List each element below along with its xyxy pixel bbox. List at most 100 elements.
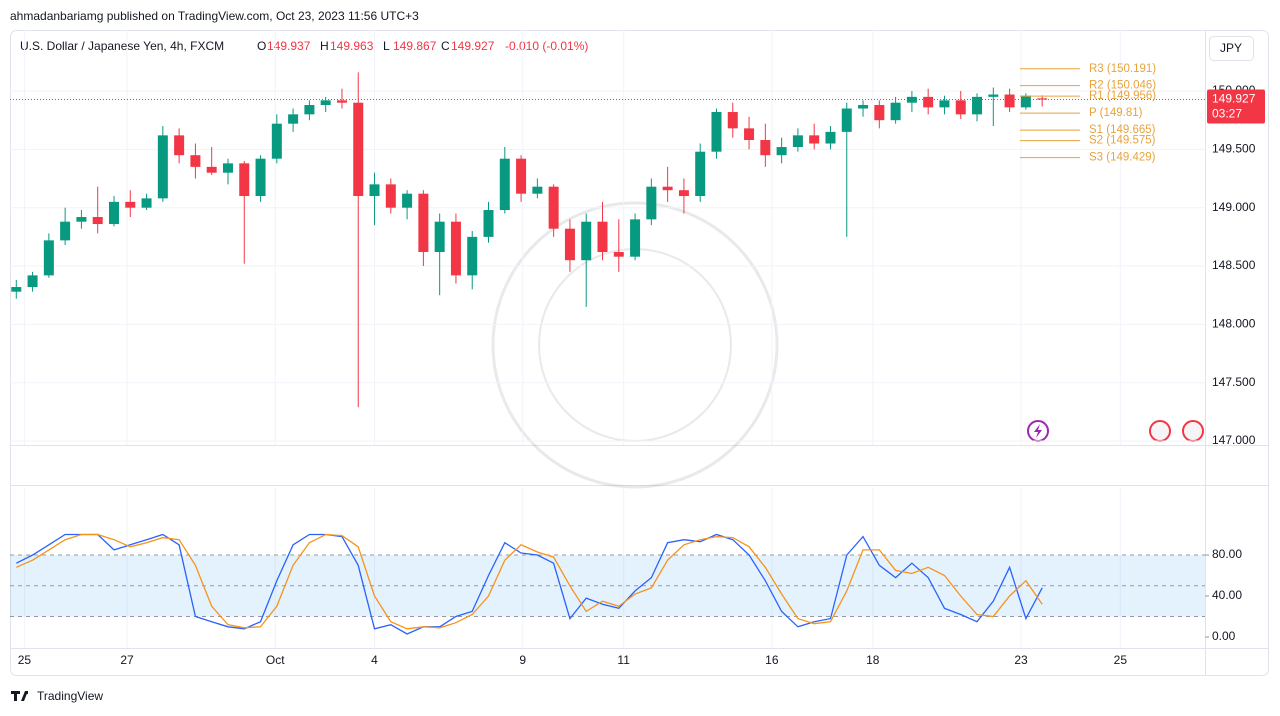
pivot-label: S2 (149.575): [1089, 135, 1156, 147]
candle-body: [581, 221, 592, 261]
x-tick-label: 27: [120, 653, 134, 667]
y-tick-label: 0.00: [1212, 629, 1236, 643]
legend-value: 149.937: [267, 39, 311, 53]
candle-body: [467, 236, 478, 276]
x-tick-label: 23: [1014, 653, 1028, 667]
chart-frame: [10, 30, 1269, 676]
candle-body: [157, 135, 168, 199]
candle-body: [841, 108, 852, 132]
candle-body: [206, 166, 217, 173]
candle-body: [548, 186, 559, 229]
candle-body: [499, 158, 510, 211]
oscillator-line: [16, 533, 1043, 635]
candle-body: [678, 190, 689, 197]
candle-body: [239, 163, 250, 197]
candle-body: [76, 217, 87, 222]
candle-body: [1020, 95, 1031, 108]
y-tick-label: 80.00: [1212, 547, 1242, 561]
candle-body: [939, 100, 950, 108]
pivot-label: S1 (149.665): [1089, 124, 1156, 136]
legend-change: -0.010 (-0.01%): [505, 39, 588, 53]
candle-body: [288, 114, 299, 124]
candle-body: [353, 102, 364, 197]
candle-body: [955, 100, 966, 115]
candle-body: [809, 135, 820, 144]
x-tick-label: 25: [18, 653, 32, 667]
candle-body: [760, 140, 771, 156]
candle-body: [336, 100, 347, 103]
candle-body: [906, 96, 917, 103]
legend-value: 149.927: [451, 39, 495, 53]
candle-body: [972, 96, 983, 115]
candle-body: [825, 131, 836, 144]
event-icon[interactable]: [1149, 420, 1171, 442]
candle-body: [1004, 94, 1015, 108]
candle-body: [60, 221, 71, 241]
countdown-label: 03:27: [1212, 107, 1242, 121]
pivot-label: S3 (149.429): [1089, 152, 1156, 164]
candle-body: [450, 221, 461, 276]
x-tick-label: 25: [1114, 653, 1128, 667]
candle-body: [190, 155, 201, 167]
candle-body: [711, 112, 722, 152]
candle-body: [597, 221, 608, 253]
candle-body: [125, 201, 136, 208]
candle-body: [532, 186, 543, 194]
footer-brand: TradingView: [37, 689, 103, 703]
currency-button[interactable]: [1209, 36, 1254, 61]
footer-logo: [11, 691, 28, 701]
y-tick-label: 148.000: [1212, 317, 1256, 331]
candle-body: [564, 228, 575, 261]
candle-body: [727, 112, 738, 129]
candle-body: [744, 128, 755, 141]
y-tick-label: 147.000: [1212, 433, 1256, 447]
pivot-label: R2 (150.046): [1089, 80, 1156, 92]
currency-label[interactable]: JPY: [1220, 41, 1242, 55]
event-icon-bolt: [1034, 424, 1042, 438]
candle-body: [613, 252, 624, 257]
candle-body: [874, 105, 885, 121]
candle-body: [108, 201, 119, 225]
y-tick-label: 149.000: [1212, 200, 1256, 214]
candle-body: [11, 287, 22, 292]
candle-body: [27, 275, 38, 288]
x-tick-label: 16: [765, 653, 779, 667]
y-tick-label: 40.00: [1212, 588, 1242, 602]
candle-body: [141, 198, 152, 208]
y-tick-label: 147.500: [1212, 375, 1256, 389]
pivot-label: R1 (149.956): [1089, 90, 1156, 102]
pivot-label: R3 (150.191): [1089, 63, 1156, 75]
legend-value: 149.867: [393, 39, 437, 53]
candle-body: [662, 186, 673, 191]
symbol-title: U.S. Dollar / Japanese Yen, 4h, FXCM: [20, 39, 224, 53]
x-tick-label: 9: [519, 653, 526, 667]
x-tick-label: 18: [866, 653, 880, 667]
candle-body: [304, 105, 315, 115]
pivot-label: P (149.81): [1089, 107, 1143, 119]
candle-body: [369, 184, 380, 197]
candle-body: [695, 151, 706, 197]
y-tick-label: 148.500: [1212, 258, 1256, 272]
event-icon[interactable]: [1182, 420, 1204, 442]
candle-body: [516, 158, 527, 194]
candle-body: [434, 221, 445, 253]
candle-body: [174, 135, 185, 156]
candle-body: [988, 94, 999, 97]
candle-body: [385, 184, 396, 208]
x-tick-label: Oct: [266, 653, 285, 667]
candle-body: [858, 105, 869, 109]
x-tick-label: 4: [371, 653, 378, 667]
candle-body: [92, 217, 103, 225]
y-tick-label: 149.500: [1212, 142, 1256, 156]
candle-body: [776, 147, 787, 156]
candle-body: [271, 123, 282, 159]
last-price-box: [1207, 89, 1265, 124]
candle-body: [923, 96, 934, 108]
candle-body: [792, 135, 803, 148]
last-price-label: 149.927: [1212, 92, 1256, 106]
candle-body: [320, 100, 331, 106]
x-tick-label: 11: [617, 653, 630, 667]
candle-body: [890, 102, 901, 121]
